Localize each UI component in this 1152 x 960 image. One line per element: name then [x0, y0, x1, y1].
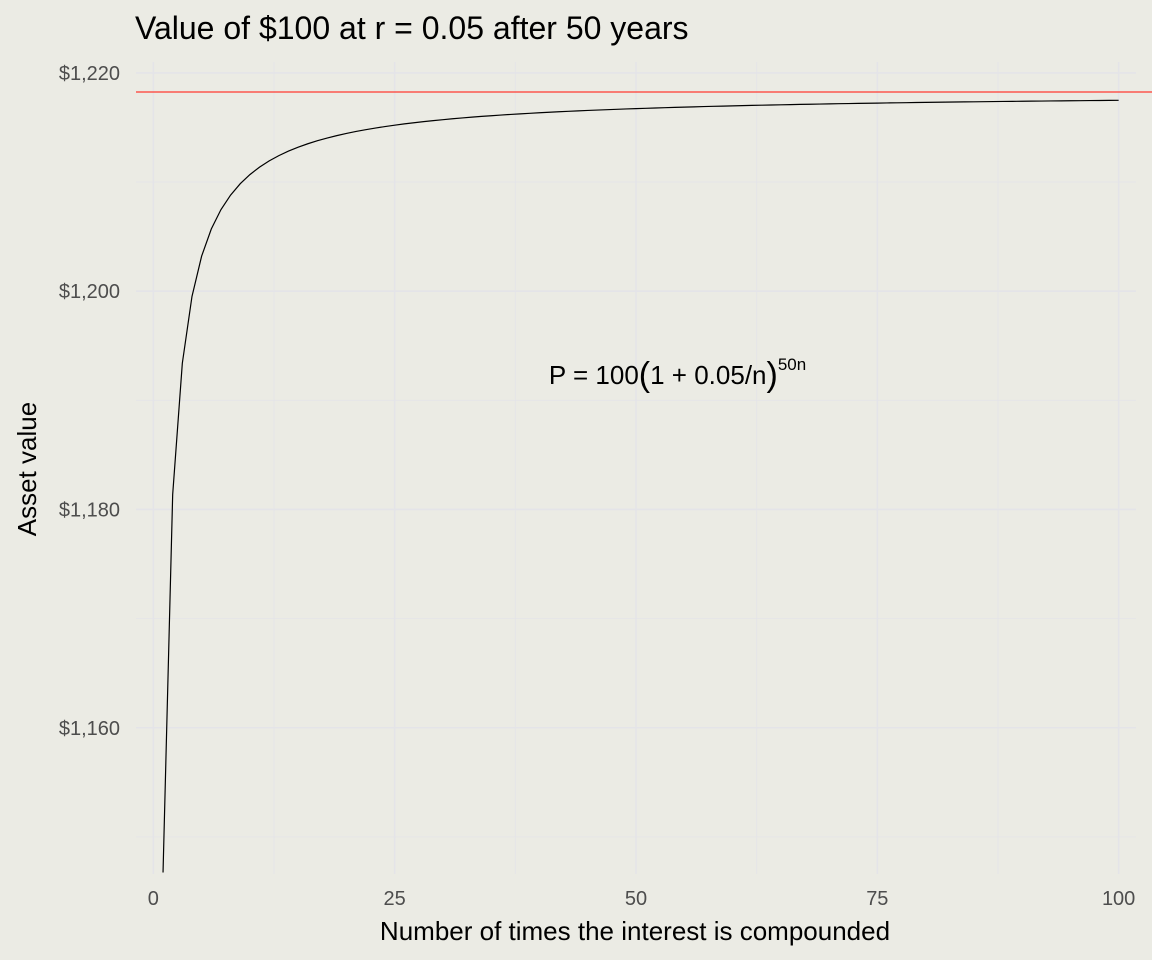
x-tick-label: 0: [148, 888, 159, 910]
series-layer: [162, 99, 1119, 873]
y-tick-label: $1,200: [59, 281, 120, 303]
annotation-inner: 1 + 0.05/n: [650, 360, 766, 390]
x-tick-label: 25: [384, 888, 406, 910]
grid-layer: [136, 62, 1136, 874]
series-line: [162, 99, 1119, 873]
y-tick-label: $1,220: [59, 63, 120, 85]
x-tick-label: 75: [866, 888, 888, 910]
annotation-exponent: 50n: [778, 355, 806, 374]
x-axis-title: Number of times the interest is compound…: [380, 916, 890, 946]
x-tick-label: 100: [1102, 888, 1135, 910]
chart-title: Value of $100 at r = 0.05 after 50 years: [135, 10, 689, 46]
y-tick-label: $1,160: [59, 718, 120, 740]
y-tick-label: $1,180: [59, 499, 120, 521]
annotation-open-paren: (: [639, 356, 651, 394]
annotation-close-paren: ): [767, 356, 778, 394]
tick-label-layer: 0 25 50 75 100 $1,160 $1,180 $1,200 $1,220: [59, 63, 1135, 910]
x-tick-label: 50: [625, 888, 647, 910]
y-axis-title: Asset value: [12, 402, 42, 536]
annotation-formula: P = 100(1 + 0.05/n)50n: [549, 355, 806, 394]
annotation-prefix: P = 100: [549, 360, 639, 390]
annotation-layer: P = 100(1 + 0.05/n)50n: [549, 355, 806, 394]
